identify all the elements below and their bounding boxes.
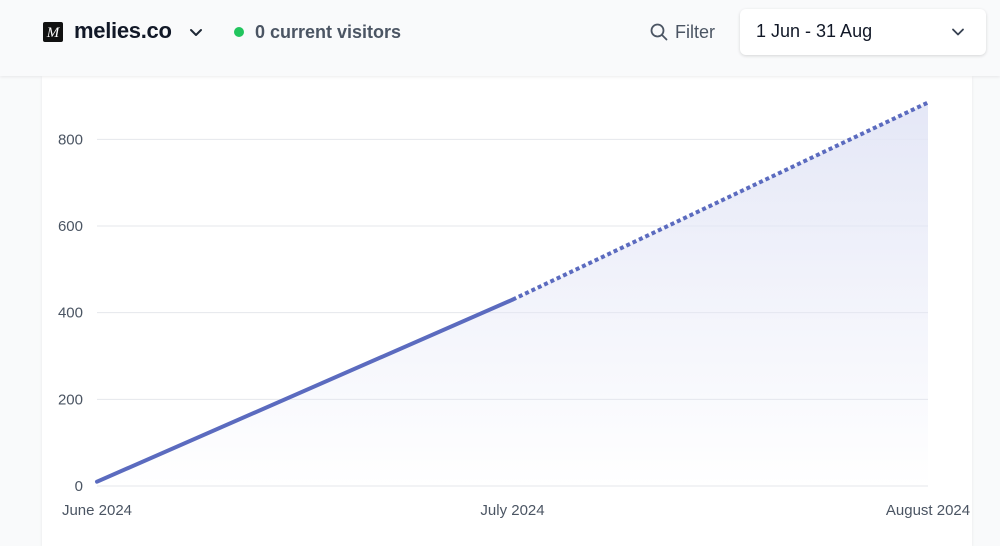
y-tick-label: 600 [58,218,83,235]
current-visitors-label: 0 current visitors [255,21,402,42]
current-visitors[interactable]: 0 current visitors [234,21,401,43]
top-bar: M melies.co 0 current visitors Filter 1 … [0,0,1000,76]
visitors-line-chart[interactable]: 0 200 400 600 800 June 2024 July 2024 August 20… [42,76,972,546]
x-tick-label: June 2024 [62,502,132,519]
data-point[interactable] [507,294,519,306]
series-line [95,297,515,484]
filter-button[interactable]: Filter [649,20,715,44]
visitors-chart-card: 0 200 400 600 800 June 2024 July 2024 August 20… [42,76,972,546]
chevron-down-icon [952,28,964,36]
filter-label: Filter [675,21,715,42]
data-point[interactable] [922,97,934,109]
x-tick-label: July 2024 [480,502,544,519]
site-name[interactable]: melies.co [74,18,172,43]
search-icon [650,23,668,41]
logo-letter: M [46,25,61,40]
x-tick-label: August 2024 [886,502,970,519]
series-area [97,102,928,486]
y-tick-label: 200 [58,391,83,408]
site-logo-icon: M [43,22,63,42]
date-range-label: 1 Jun - 31 Aug [756,21,873,41]
y-tick-label: 0 [75,478,83,495]
y-tick-label: 400 [58,305,83,322]
live-dot-icon [234,27,244,37]
logo-glyph: M [46,25,61,40]
date-range-picker[interactable]: 1 Jun - 31 Aug [740,9,986,55]
chevron-down-icon[interactable] [187,24,205,42]
data-point[interactable] [91,476,103,488]
y-tick-label: 800 [58,131,83,148]
